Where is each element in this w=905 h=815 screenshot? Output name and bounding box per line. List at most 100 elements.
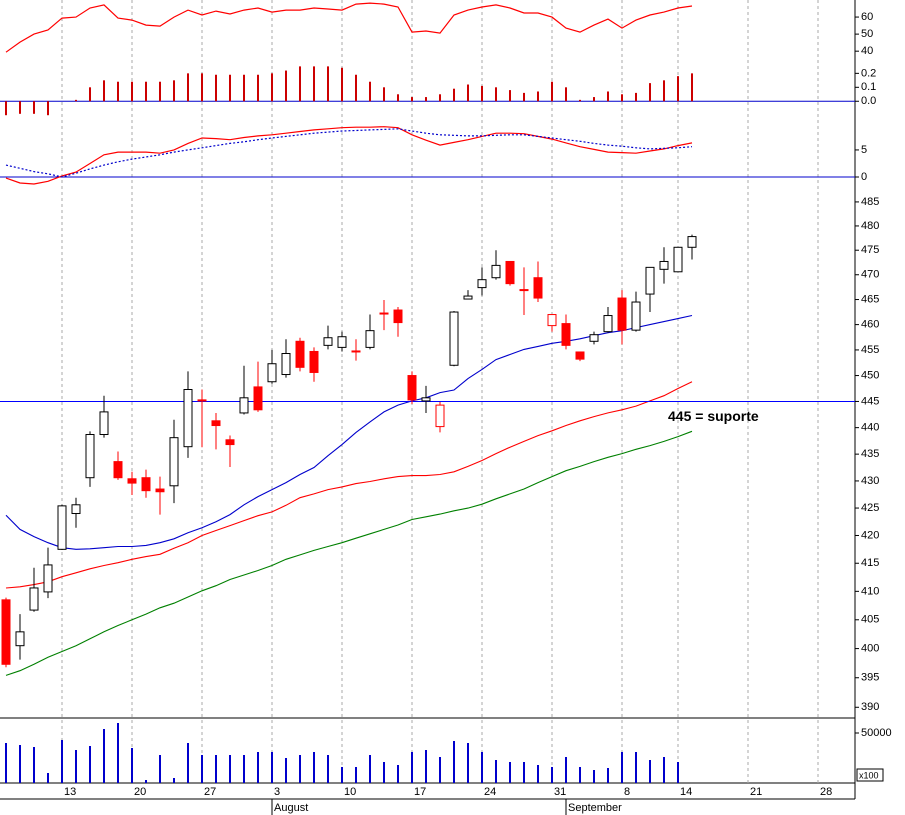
bar bbox=[439, 757, 441, 783]
bar bbox=[117, 723, 119, 783]
bar bbox=[75, 99, 77, 102]
line-series bbox=[5, 2, 693, 53]
y-tick-label: 470 bbox=[861, 269, 879, 281]
candle-body bbox=[253, 386, 263, 411]
y-tick-label: 445 bbox=[861, 395, 879, 407]
bar bbox=[383, 762, 385, 783]
bar bbox=[621, 94, 623, 102]
bar bbox=[523, 762, 525, 783]
bar bbox=[453, 741, 455, 783]
candle-body bbox=[589, 334, 599, 342]
candle-body bbox=[477, 279, 487, 289]
bar bbox=[285, 70, 287, 102]
month-label: August bbox=[274, 802, 308, 814]
month-label: September bbox=[568, 802, 622, 814]
candle-body bbox=[15, 631, 25, 647]
moving-average bbox=[5, 314, 693, 550]
y-tick-label: 465 bbox=[861, 293, 879, 305]
candle-body bbox=[239, 397, 249, 414]
y-tick-label: 410 bbox=[861, 585, 879, 597]
y-tick-label: 0.2 bbox=[861, 67, 876, 79]
bar bbox=[201, 73, 203, 102]
y-tick-label: 395 bbox=[861, 672, 879, 684]
x-tick-label: 28 bbox=[820, 786, 832, 798]
bar bbox=[47, 101, 49, 116]
bar bbox=[299, 755, 301, 783]
y-tick-label: 50000 bbox=[861, 727, 892, 739]
bar bbox=[677, 76, 679, 102]
bar bbox=[355, 767, 357, 783]
bar bbox=[61, 740, 63, 783]
bar bbox=[173, 778, 175, 783]
bar bbox=[89, 87, 91, 102]
y-tick-label: 450 bbox=[861, 369, 879, 381]
bar bbox=[341, 67, 343, 102]
bar bbox=[313, 66, 315, 102]
line-series bbox=[5, 126, 693, 185]
y-tick-label: 455 bbox=[861, 344, 879, 356]
candle-body bbox=[323, 337, 333, 346]
candle-body bbox=[435, 404, 445, 428]
line-series bbox=[5, 128, 693, 178]
candle-body bbox=[113, 461, 123, 479]
bar bbox=[5, 743, 7, 783]
y-tick-label: 430 bbox=[861, 475, 879, 487]
bar bbox=[117, 81, 119, 102]
candle-body bbox=[449, 311, 459, 366]
y-tick-label: 415 bbox=[861, 557, 879, 569]
bar bbox=[285, 758, 287, 783]
bar bbox=[355, 74, 357, 102]
bar bbox=[159, 755, 161, 783]
bar bbox=[481, 85, 483, 102]
candle-body bbox=[1, 599, 11, 665]
bar bbox=[691, 73, 693, 102]
bar bbox=[425, 97, 427, 102]
y-tick-label: 425 bbox=[861, 502, 879, 514]
bar bbox=[621, 752, 623, 783]
candle-body bbox=[85, 434, 95, 479]
bar bbox=[33, 747, 35, 783]
x-tick-label: 14 bbox=[680, 786, 692, 798]
candle-body bbox=[365, 330, 375, 348]
candle-body bbox=[575, 351, 585, 360]
bar bbox=[495, 760, 497, 783]
bar bbox=[537, 765, 539, 783]
bar bbox=[411, 752, 413, 783]
candle-body bbox=[421, 397, 431, 402]
bar bbox=[5, 101, 7, 116]
bar bbox=[635, 752, 637, 783]
bar bbox=[523, 92, 525, 102]
bar bbox=[243, 74, 245, 102]
y-tick-label: 405 bbox=[861, 614, 879, 626]
bar bbox=[19, 101, 21, 114]
bar bbox=[411, 97, 413, 102]
bar bbox=[593, 770, 595, 783]
bar bbox=[187, 743, 189, 783]
bar bbox=[453, 88, 455, 102]
y-tick-label: 0.1 bbox=[861, 81, 876, 93]
y-tick-label: 475 bbox=[861, 244, 879, 256]
bar bbox=[341, 767, 343, 783]
bar bbox=[635, 92, 637, 102]
candle-body bbox=[127, 478, 137, 484]
y-tick-label: 435 bbox=[861, 448, 879, 460]
x-tick-label: 31 bbox=[554, 786, 566, 798]
bar bbox=[201, 755, 203, 783]
bar bbox=[33, 101, 35, 114]
candle-body bbox=[211, 420, 221, 427]
bar bbox=[495, 87, 497, 102]
x-tick-label: 10 bbox=[344, 786, 356, 798]
bar bbox=[299, 66, 301, 102]
y-tick-label: 390 bbox=[861, 701, 879, 713]
candle-body bbox=[631, 301, 641, 331]
bar bbox=[397, 94, 399, 102]
candle-body bbox=[603, 315, 613, 333]
unit-label: x100 bbox=[859, 770, 879, 780]
candle-body bbox=[71, 504, 81, 515]
bar bbox=[509, 90, 511, 102]
bar bbox=[551, 81, 553, 102]
candle-body bbox=[295, 340, 305, 368]
candle-body bbox=[141, 477, 151, 492]
y-tick-label: 60 bbox=[861, 11, 873, 23]
